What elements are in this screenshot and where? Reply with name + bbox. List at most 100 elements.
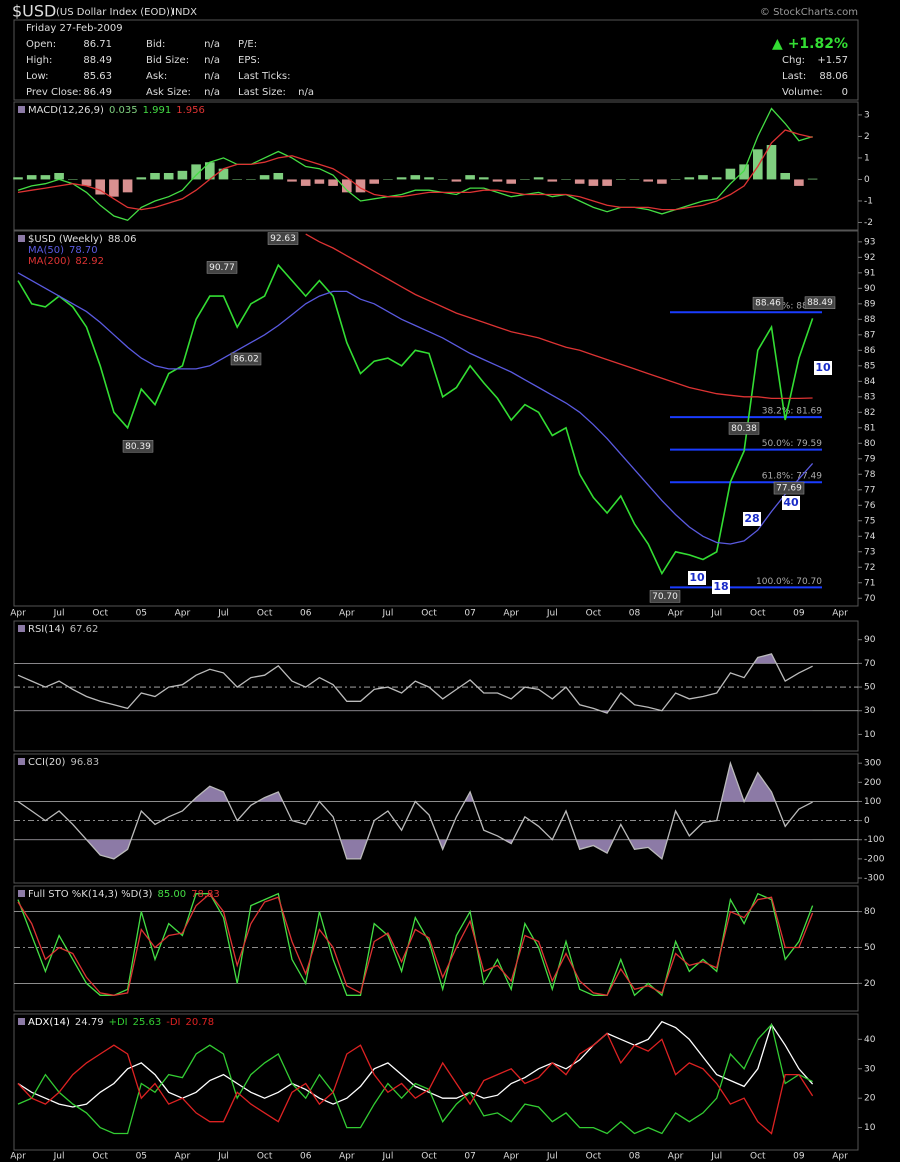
y-tick-label: 10: [864, 1123, 876, 1133]
fib-label: 0.0%: 88.46: [767, 302, 822, 312]
index-name: (US Dollar Index (EOD)): [56, 7, 174, 18]
count-box: [688, 571, 706, 585]
price-label-box: [122, 440, 154, 453]
x-tick-label: Oct: [92, 609, 108, 619]
count-label: 10: [815, 361, 831, 374]
histogram-bar: [780, 172, 790, 180]
price-label-text: 80.38: [731, 424, 757, 434]
price-label: 92.63: [267, 232, 299, 245]
x-tick-label: Oct: [257, 1152, 273, 1162]
x-tick-label: Apr: [339, 1152, 355, 1162]
price-label-box: [773, 481, 805, 495]
y-tick-label: 20: [864, 979, 876, 989]
y-tick-label: 80: [864, 439, 876, 449]
count-box: [743, 512, 761, 526]
y-tick-label: 92: [864, 253, 875, 263]
x-tick-label: 05: [136, 609, 147, 619]
count-label: 10: [689, 571, 705, 584]
series-line: [17, 892, 814, 997]
legend-value: 88.06: [108, 234, 137, 245]
panel-frame: [13, 620, 859, 752]
x-tick-label: 05: [136, 1152, 147, 1162]
histogram-bar: [561, 179, 571, 180]
price-label-text: 86.02: [233, 355, 259, 365]
series-line: [17, 107, 813, 222]
x-tick-label: Jul: [710, 1152, 722, 1162]
price-label-box: [752, 296, 784, 310]
histogram-bar: [807, 178, 818, 180]
legend-value: 1.991: [143, 105, 172, 116]
x-tick-label: Jul: [217, 609, 229, 619]
histogram-bar: [410, 175, 421, 180]
series-line: [17, 653, 813, 714]
y-tick-label: 71: [864, 578, 875, 588]
y-tick-label: 83: [864, 392, 875, 402]
y-tick-label: 3: [864, 110, 870, 120]
info-value: n/a: [204, 55, 220, 66]
histogram-bar: [300, 179, 311, 186]
price-label-text: 88.46: [755, 299, 781, 309]
stat-label: Last:: [782, 71, 806, 82]
histogram-bar: [711, 177, 722, 180]
histogram-bar: [232, 179, 242, 180]
histogram-bar: [259, 175, 270, 180]
y-tick-label: 50: [864, 943, 876, 953]
x-tick-label: 06: [300, 609, 312, 619]
histogram-bar: [26, 175, 37, 180]
legend-name: $USD (Weekly): [28, 234, 103, 245]
histogram-bar: [506, 179, 516, 184]
x-tick-label: 09: [793, 1152, 805, 1162]
x-tick-label: Apr: [503, 1152, 519, 1162]
price-label: 88.49: [804, 296, 836, 309]
price-label-box: [649, 590, 681, 603]
info-value: n/a: [204, 87, 220, 98]
info-value: 85.63: [83, 71, 112, 82]
y-tick-label: 76: [864, 501, 876, 511]
histogram-bar: [163, 172, 174, 180]
y-tick-label: -1: [864, 196, 873, 206]
info-value: n/a: [204, 39, 220, 50]
extreme-fill: [18, 839, 813, 859]
histogram-bar: [177, 170, 188, 180]
x-tick-label: Jul: [217, 1152, 229, 1162]
histogram-bar: [533, 177, 544, 180]
y-tick-label: 40: [864, 1035, 876, 1045]
histogram-bar: [465, 175, 475, 180]
info-label: Prev Close:: [26, 87, 82, 98]
y-tick-label: 300: [864, 759, 881, 769]
legend-icon: [18, 758, 25, 765]
info-label: EPS:: [238, 55, 260, 66]
legend-icon: [18, 625, 25, 632]
info-label: Last Size:: [238, 87, 286, 98]
price-label-box: [728, 422, 760, 435]
histogram-bar: [81, 179, 92, 186]
price-label-box: [206, 261, 238, 274]
y-tick-label: 82: [864, 408, 875, 418]
legend-value: 0.035: [109, 105, 138, 116]
histogram-bar: [109, 179, 119, 197]
info-value: n/a: [204, 71, 220, 82]
x-tick-label: Oct: [586, 1152, 602, 1162]
histogram-bar: [766, 145, 777, 180]
histogram-bar: [643, 179, 653, 182]
histogram-bar: [136, 177, 147, 180]
histogram-bar: [54, 172, 64, 180]
histogram-bar: [424, 177, 434, 180]
x-tick-label: Apr: [503, 609, 519, 619]
legend-value: 78.83: [191, 889, 220, 900]
histogram-bar: [629, 179, 640, 180]
price-label-box: [267, 232, 299, 245]
count-box: [782, 496, 800, 510]
info-value: n/a: [298, 87, 314, 98]
fib-label: 38.2%: 81.69: [762, 407, 823, 417]
stat-label: Chg:: [782, 55, 805, 66]
histogram-bar: [122, 179, 133, 193]
series-line: [17, 760, 813, 861]
info-value: 88.49: [83, 55, 112, 66]
histogram-bar: [794, 179, 804, 186]
price-label-text: 88.49: [807, 298, 833, 308]
x-tick-label: Apr: [339, 609, 355, 619]
count-box: [712, 580, 730, 594]
histogram-bar: [13, 177, 23, 180]
